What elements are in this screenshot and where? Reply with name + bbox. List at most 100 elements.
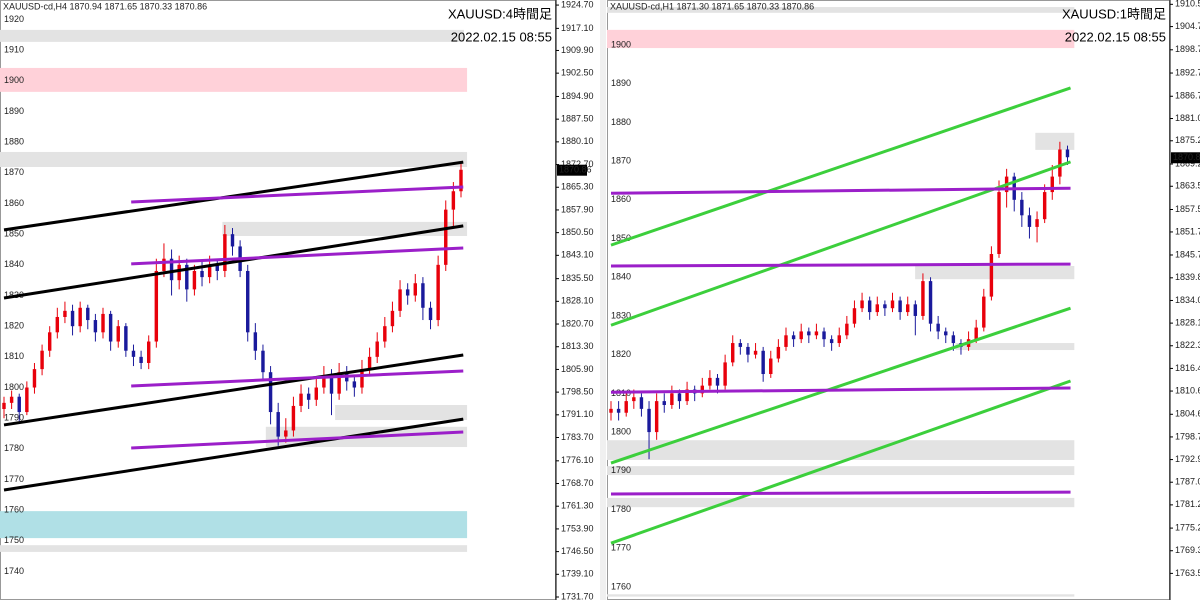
candle-body xyxy=(731,343,735,363)
y-tick-label: 1886.75 xyxy=(1175,91,1200,101)
candle-body xyxy=(1050,176,1054,193)
candle-body xyxy=(47,332,52,351)
y-tick-label: 1843.10 xyxy=(561,250,594,260)
y-tick-label: 1783.70 xyxy=(561,432,594,442)
candle-body xyxy=(428,307,433,321)
candle-body xyxy=(1058,149,1062,177)
candle-body xyxy=(223,234,227,271)
trend-line xyxy=(131,185,464,204)
level-label: 1890 xyxy=(611,78,631,88)
candle-body xyxy=(845,323,849,336)
level-label: 1890 xyxy=(4,106,24,116)
y-tick-label: 1850.50 xyxy=(561,227,594,237)
chart-title: XAUUSD:4時間足 xyxy=(448,6,552,21)
price-zone xyxy=(607,497,1075,508)
candle-body xyxy=(230,234,235,247)
candle-body xyxy=(997,192,1001,255)
candle-body xyxy=(723,362,727,386)
y-tick-label: 1769.35 xyxy=(1175,545,1200,555)
candle-body xyxy=(276,412,280,437)
candle-body xyxy=(860,300,864,309)
candle-body xyxy=(738,343,743,347)
level-label: 1900 xyxy=(611,39,631,49)
candle-body xyxy=(799,331,803,340)
y-tick-label: 1763.50 xyxy=(1175,568,1200,578)
y-tick-label: 1887.50 xyxy=(561,114,594,124)
candle-body xyxy=(769,358,773,375)
trend-line xyxy=(610,86,1072,247)
y-tick-label: 1828.15 xyxy=(1175,317,1200,327)
y-tick-label: 1845.75 xyxy=(1175,249,1200,259)
trend-line xyxy=(131,246,464,266)
candle-body xyxy=(169,258,174,281)
y-tick-label: 1881.00 xyxy=(1175,113,1200,123)
candle-body xyxy=(215,264,219,271)
candle-body xyxy=(852,308,857,324)
candle-body xyxy=(154,270,159,342)
level-label: 1790 xyxy=(611,465,631,475)
level-label: 1840 xyxy=(4,259,24,269)
trend-line xyxy=(610,379,1072,545)
candle-body xyxy=(253,332,258,351)
candle-body xyxy=(624,401,628,413)
candle-body xyxy=(314,387,318,400)
level-label: 1850 xyxy=(4,229,24,239)
price-zone xyxy=(0,545,468,552)
level-label: 1800 xyxy=(611,426,631,436)
y-tick-label: 1798.75 xyxy=(1175,431,1200,441)
price-zone xyxy=(915,266,1075,280)
plot-area xyxy=(0,0,556,600)
level-label: 1820 xyxy=(611,349,631,359)
candle-body xyxy=(1020,199,1024,216)
trend-line xyxy=(610,490,1071,496)
candle-body xyxy=(413,283,418,296)
candle-body xyxy=(989,254,994,297)
last-price: 1870.86 xyxy=(559,165,592,175)
y-tick-label: 1753.90 xyxy=(561,523,594,533)
y-tick-label: 1739.10 xyxy=(561,569,594,579)
candle-body xyxy=(55,316,60,333)
level-label: 1900 xyxy=(4,75,24,85)
last-price: 1870.86 xyxy=(1173,152,1200,162)
y-tick-label: 1813.30 xyxy=(561,341,594,351)
candle-body xyxy=(436,264,440,321)
candle-body xyxy=(936,323,940,332)
candle-body xyxy=(185,264,189,290)
candle-body xyxy=(1035,219,1039,227)
level-label: 1760 xyxy=(611,581,631,591)
trend-line xyxy=(3,417,464,492)
y-tick-label: 1894.90 xyxy=(561,91,594,101)
level-label: 1740 xyxy=(4,566,24,576)
level-label: 1880 xyxy=(611,117,631,127)
candle-body xyxy=(829,339,834,344)
candle-body xyxy=(753,350,758,355)
y-tick-label: 1869.25 xyxy=(1175,158,1200,168)
y-tick-label: 1857.50 xyxy=(1175,204,1200,214)
candle-body xyxy=(192,270,197,290)
trend-line xyxy=(610,186,1071,195)
plot-area xyxy=(607,0,1170,600)
candle-body xyxy=(352,381,357,388)
candle-body xyxy=(670,393,674,405)
candle-body xyxy=(459,169,463,192)
y-tick-label: 1835.50 xyxy=(561,273,594,283)
price-zone xyxy=(607,440,1075,460)
candle-body xyxy=(207,264,212,278)
price-zone xyxy=(607,29,1075,49)
candle-body xyxy=(784,335,788,347)
price-zone xyxy=(607,7,1075,13)
candle-body xyxy=(1065,149,1070,158)
level-label: 1860 xyxy=(4,198,24,208)
price-zone xyxy=(0,151,468,168)
candle-body xyxy=(1027,215,1032,227)
price-zone xyxy=(607,594,1075,597)
candle-body xyxy=(791,335,796,340)
candle-body xyxy=(86,307,90,321)
trend-line xyxy=(131,369,464,388)
candle-body xyxy=(662,401,666,405)
level-label: 1850 xyxy=(611,233,631,243)
candle-body xyxy=(261,350,265,373)
candle-body xyxy=(890,300,895,309)
y-tick-label: 1902.50 xyxy=(561,68,594,78)
